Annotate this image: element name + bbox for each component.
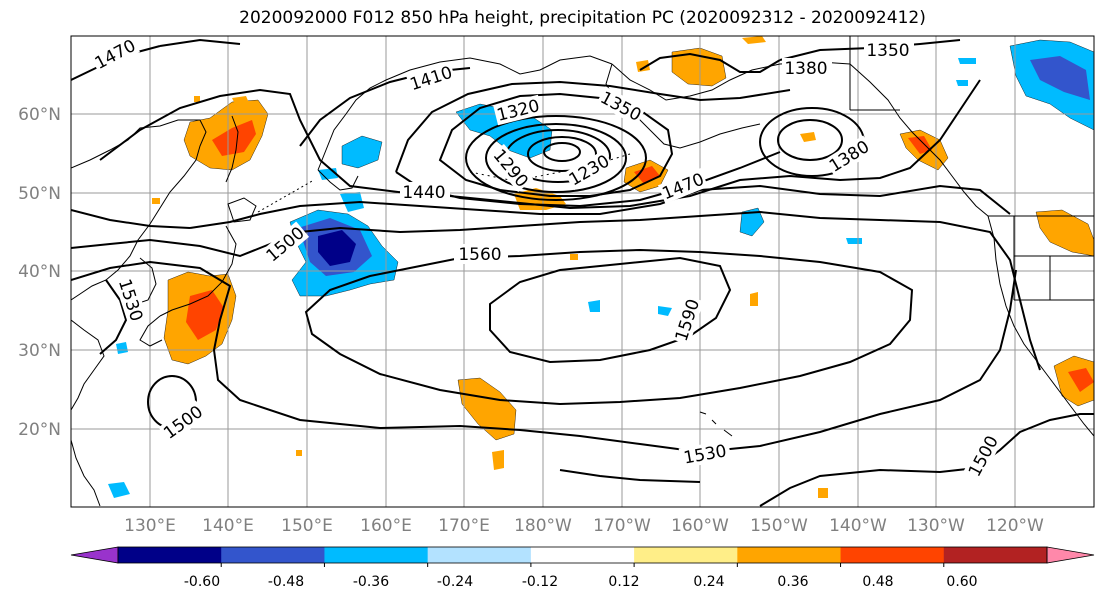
colorbar: -0.60 -0.48 -0.36 -0.24 -0.12 0.12 0.24 … (70, 546, 1095, 590)
contour-label: 1590 (672, 297, 704, 344)
colorbar-swatches (70, 546, 1095, 567)
contour-label: 1230 (566, 151, 613, 190)
colorbar-swatch (634, 547, 738, 563)
contour-label: 1380 (784, 59, 827, 79)
lon-tick-label: 140°W (829, 516, 887, 536)
colorbar-tick-label: 0.36 (777, 574, 808, 590)
lon-tick-label: 180°W (514, 516, 572, 536)
lon-tick-label: 140°E (202, 516, 254, 536)
colorbar-swatch (737, 547, 842, 563)
contour-label: 1530 (114, 277, 146, 324)
contour-label: 1470 (92, 36, 140, 74)
lat-tick-label: 60°N (18, 105, 61, 125)
colorbar-tick-label: 0.60 (946, 574, 977, 590)
contour-label: 1410 (408, 63, 455, 95)
colorbar-swatch (530, 547, 635, 563)
colorbar-tick-label: 0.24 (693, 574, 724, 590)
latitude-axis: 20°N 30°N 40°N 50°N 60°N (18, 105, 61, 440)
lat-tick-label: 50°N (18, 184, 61, 204)
gridlines (71, 36, 1094, 507)
colorbar-frame (117, 546, 1048, 564)
contour-labels: 1470 1410 1320 1350 1290 1230 1380 1350 … (89, 36, 1003, 482)
colorbar-swatch (840, 547, 945, 563)
contour-label: 1440 (402, 183, 445, 203)
colorbar-tick-label: -0.24 (437, 574, 473, 590)
lon-tick-label: 160°E (360, 516, 412, 536)
height-contours (71, 38, 1094, 507)
map-panel: 1470 1410 1320 1350 1290 1230 1380 1350 … (71, 36, 1094, 507)
precip-shading (108, 36, 1094, 498)
lon-tick-label: 170°W (593, 516, 651, 536)
lat-tick-label: 20°N (18, 420, 61, 440)
colorbar-tick-label: 0.48 (862, 574, 893, 590)
contour-label: 1350 (866, 41, 909, 61)
lon-tick-label: 150°E (281, 516, 333, 536)
lon-tick-label: 160°W (671, 516, 729, 536)
lat-tick-label: 30°N (18, 341, 61, 361)
colorbar-tick-label: -0.12 (522, 574, 558, 590)
longitude-axis: 130°E 140°E 150°E 160°E 170°E 180°W 170°… (124, 516, 1044, 536)
colorbar-tick-label: -0.48 (268, 574, 304, 590)
lon-tick-label: 170°E (438, 516, 490, 536)
contour-label: 1380 (826, 137, 873, 177)
lon-tick-label: 150°W (750, 516, 808, 536)
contour-label: 1500 (965, 433, 1003, 481)
lon-tick-label: 130°E (124, 516, 176, 536)
contour-label: 1530 (682, 441, 728, 468)
colorbar-swatch (324, 547, 429, 563)
colorbar-extend-max (1046, 546, 1095, 564)
lon-tick-label: 130°W (907, 516, 965, 536)
contour-label: 1350 (597, 88, 645, 126)
colorbar-tick-label: 0.12 (608, 574, 639, 590)
lon-tick-label: 120°W (986, 516, 1044, 536)
colorbar-swatch (943, 547, 1048, 563)
colorbar-swatch (118, 547, 222, 563)
lat-tick-label: 40°N (18, 262, 61, 282)
map-frame (70, 35, 1095, 508)
contour-label: 1560 (458, 245, 501, 265)
colorbar-tick-label: -0.60 (184, 574, 220, 590)
colorbar-extend-min (70, 546, 119, 564)
colorbar-tick-labels: -0.60 -0.48 -0.36 -0.24 -0.12 0.12 0.24 … (184, 574, 978, 590)
colorbar-swatch (427, 547, 532, 563)
map-title: 2020092000 F012 850 hPa height, precipit… (239, 8, 926, 28)
colorbar-tick-label: -0.36 (353, 574, 389, 590)
colorbar-swatch (221, 547, 325, 563)
